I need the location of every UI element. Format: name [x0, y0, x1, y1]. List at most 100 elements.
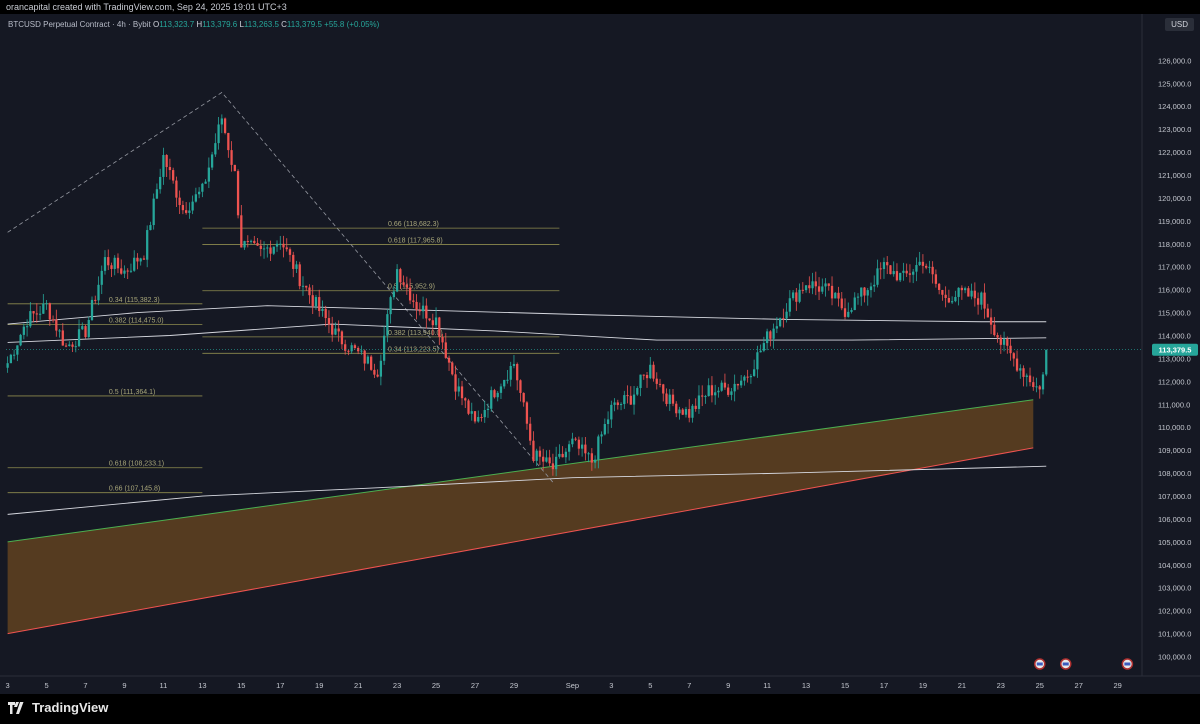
price-chart[interactable]: 126,000.0 125,000.0 124,000.0 123,000.0 122,…	[0, 14, 1200, 694]
candle-body	[993, 324, 996, 336]
candle-body	[753, 369, 756, 376]
candle-body	[123, 270, 126, 274]
candle-body	[499, 386, 503, 393]
candle-body	[386, 314, 389, 336]
candle-body	[999, 337, 1002, 345]
candle-body	[295, 264, 298, 269]
candle-body	[817, 286, 821, 292]
y-tick-label: 109,000.0	[1158, 446, 1191, 455]
last-price-text: 113,379.5	[1159, 346, 1192, 355]
candle-body	[172, 170, 175, 181]
candle-body	[564, 451, 568, 458]
candle-body	[730, 391, 733, 395]
candle-body	[733, 383, 736, 392]
candle-body	[1035, 386, 1038, 388]
candle-body	[577, 439, 581, 449]
candle-body	[912, 271, 915, 275]
y-tick-label: 104,000.0	[1158, 561, 1191, 570]
footer: TradingView	[0, 694, 1200, 724]
candle-body	[950, 301, 954, 303]
candle-body	[785, 311, 788, 319]
y-tick-label: 125,000.0	[1158, 79, 1191, 88]
candle-body	[9, 354, 13, 364]
candle-body	[113, 257, 116, 269]
candle-body	[597, 436, 600, 460]
candle-body	[532, 440, 535, 461]
x-tick-label: 17	[276, 681, 284, 690]
candle-body	[574, 438, 577, 440]
candle-body	[29, 311, 32, 327]
candle-body	[22, 326, 25, 335]
x-tick-label: 17	[880, 681, 888, 690]
candle-body	[162, 154, 165, 177]
x-tick-label: 5	[44, 681, 48, 690]
candle-body	[775, 326, 778, 329]
x-tick-label: 29	[1113, 681, 1121, 690]
y-tick-label: 100,000.0	[1158, 653, 1191, 662]
candle-body	[886, 262, 889, 266]
candle-body	[580, 444, 584, 449]
candle-body	[665, 393, 668, 404]
candle-body	[1028, 375, 1032, 383]
candle-body	[412, 300, 415, 302]
candle-body	[460, 386, 464, 399]
candle-body	[441, 336, 444, 343]
candle-body	[843, 308, 847, 317]
candle-body	[824, 283, 827, 287]
candle-body	[438, 317, 441, 337]
x-tick-label: 7	[83, 681, 87, 690]
candle-body	[538, 450, 542, 457]
channel-upper-line	[7, 399, 1034, 543]
candle-body	[48, 303, 51, 320]
candle-body	[938, 283, 941, 290]
y-tick-label: 126,000.0	[1158, 56, 1191, 65]
fib-level-label: 0.618 (108,233.1)	[109, 461, 164, 468]
candle-body	[392, 291, 395, 298]
open-label: O	[152, 20, 160, 29]
candle-body	[454, 374, 457, 392]
candle-body	[717, 390, 720, 393]
candle-body	[983, 292, 986, 309]
candle-body	[282, 243, 285, 248]
candle-body	[593, 459, 597, 463]
candle-body	[503, 379, 506, 387]
candle-body	[980, 292, 983, 305]
candle-body	[408, 287, 412, 301]
y-tick-label: 119,000.0	[1158, 217, 1191, 226]
candle-body	[467, 400, 470, 414]
y-tick-label: 113,000.0	[1158, 354, 1191, 363]
candle-body	[652, 364, 655, 379]
candle-body	[181, 205, 185, 211]
y-tick-label: 107,000.0	[1158, 492, 1191, 501]
candle-body	[16, 345, 19, 355]
candle-body	[94, 299, 97, 301]
candle-body	[827, 283, 830, 286]
candle-body	[837, 292, 840, 299]
chart-area[interactable]: 126,000.0 125,000.0 124,000.0 123,000.0 122,…	[0, 14, 1200, 694]
candle-body	[165, 154, 168, 168]
candle-body	[382, 335, 386, 361]
currency-badge[interactable]: USD	[1165, 18, 1194, 31]
x-tick-label: 19	[919, 681, 927, 690]
candle-body	[51, 319, 55, 321]
candle-body	[477, 416, 480, 422]
attribution-bar: orancapital created with TradingView.com…	[0, 0, 1200, 14]
candle-body	[1025, 375, 1028, 377]
candle-body	[798, 289, 801, 302]
x-tick-label: 27	[471, 681, 479, 690]
candle-body	[681, 409, 684, 415]
candle-body	[558, 453, 561, 457]
candle-body	[197, 191, 201, 195]
candle-body	[649, 364, 652, 379]
fib-level-label: 0.5 (115,952.9)	[388, 284, 435, 291]
x-tick-label: 21	[354, 681, 362, 690]
x-tick-label: 25	[432, 681, 440, 690]
candle-body	[623, 395, 626, 405]
candle-body	[765, 331, 769, 344]
candle-body	[139, 258, 142, 262]
candle-body	[571, 438, 574, 445]
x-tick-label: 11	[763, 681, 771, 690]
candle-body	[340, 331, 344, 345]
tradingview-logo[interactable]: TradingView	[8, 700, 108, 715]
candle-body	[38, 313, 42, 315]
